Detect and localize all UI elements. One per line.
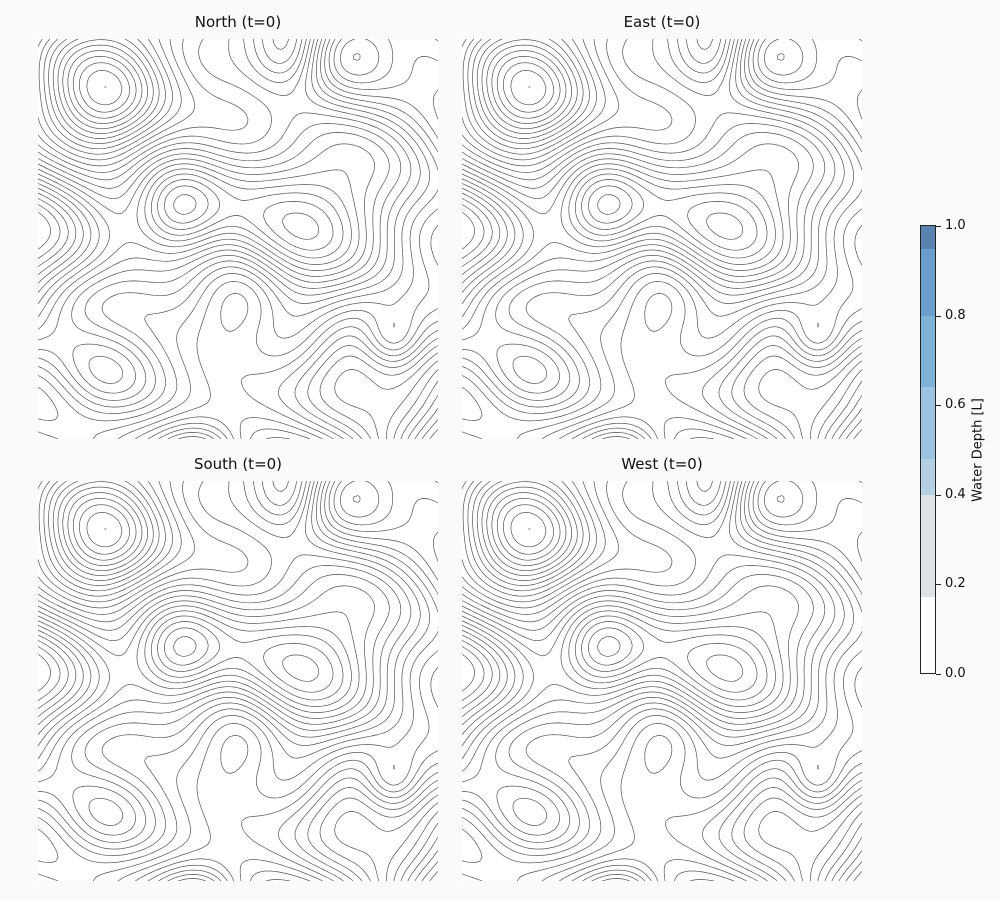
panel-title-west: West (t=0) [621, 455, 703, 473]
panel-title-south: South (t=0) [193, 455, 283, 473]
contour-plot-east [462, 39, 862, 439]
colorbar-tick [936, 226, 941, 227]
contour-panel-east [462, 39, 862, 439]
colorbar-tick [936, 405, 941, 407]
contour-plot-north [38, 39, 438, 439]
colorbar-tick-label: 0.8 [945, 307, 966, 323]
colorbar-tick [936, 494, 941, 496]
contour-panel-south [38, 481, 438, 881]
terrain-contour-lines [38, 481, 438, 881]
contour-panel-west [462, 481, 862, 881]
colorbar-band [921, 494, 935, 598]
colorbar-tick [936, 315, 941, 317]
colorbar-band [921, 226, 935, 249]
colorbar-band [921, 597, 935, 673]
terrain-contour-lines [462, 481, 862, 881]
colorbar-tick-label: 0.0 [945, 666, 966, 681]
colorbar [920, 225, 936, 674]
contour-panel-north [38, 39, 438, 439]
colorbar-tick [936, 584, 941, 586]
colorbar-band [921, 315, 935, 388]
colorbar-band [921, 248, 935, 316]
colorbar-tick-label: 0.6 [945, 397, 966, 413]
contour-plot-west [462, 481, 862, 881]
contour-plot-south [38, 481, 438, 881]
colorbar-tick-label: 0.2 [945, 576, 966, 592]
panel-title-east: East (t=0) [623, 13, 701, 31]
colorbar-tick [936, 674, 941, 675]
colorbar-band [921, 386, 935, 459]
panel-title-north: North (t=0) [194, 13, 282, 31]
colorbar-tick-label: 1.0 [945, 218, 966, 233]
colorbar-label: Water Depth [L] [970, 398, 986, 502]
terrain-contour-lines [38, 39, 438, 439]
colorbar-tick-label: 0.4 [945, 486, 966, 502]
terrain-contour-lines [462, 39, 862, 439]
colorbar-band [921, 458, 935, 495]
